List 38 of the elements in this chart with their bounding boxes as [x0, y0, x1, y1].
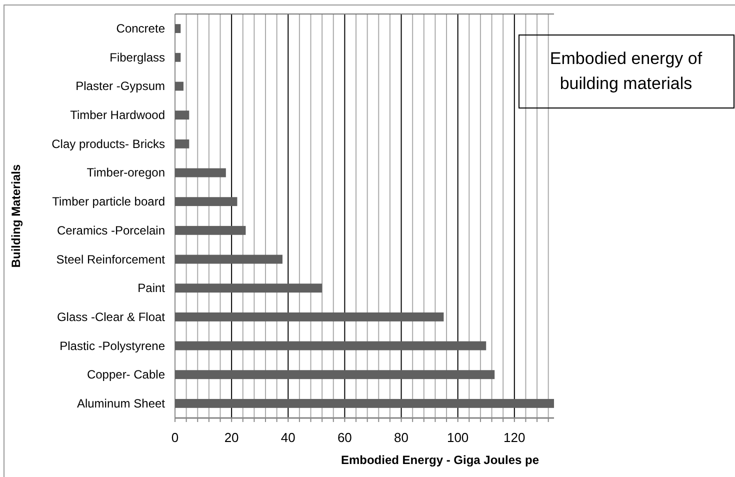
- bar: [175, 110, 190, 120]
- y-tick-label: Clay products- Bricks: [52, 136, 165, 151]
- y-tick-label: Fiberglass: [110, 50, 165, 64]
- y-tick-label: Plastic -Polystyrene: [60, 338, 166, 353]
- bar: [175, 226, 246, 235]
- y-tick-label: Paint: [138, 281, 166, 296]
- y-tick-label: Timber-oregon: [86, 166, 165, 180]
- bar: [175, 52, 181, 62]
- y-tick-label: Timber Hardwood: [70, 108, 165, 122]
- y-tick-label: Plaster -Gypsum: [76, 79, 165, 94]
- bar: [175, 168, 226, 178]
- bar: [175, 139, 190, 148]
- x-tick-label: 20: [224, 430, 239, 445]
- y-tick-label: Timber particle board: [52, 194, 165, 209]
- y-tick-label: Concrete: [116, 22, 166, 36]
- bar: [175, 254, 282, 264]
- y-axis-title: Building Materials: [9, 164, 23, 268]
- text: Embodied energy of building materials: [550, 49, 702, 93]
- x-tick-label: 60: [337, 430, 352, 445]
- y-tick-label: Glass -Clear & Float: [56, 310, 166, 324]
- y-tick-label: Aluminum Sheet: [76, 396, 166, 410]
- y-tick-label: Steel Reinforcement: [56, 252, 166, 266]
- x-axis-title: Embodied Energy - Giga Joules pe: [340, 453, 540, 467]
- bar: [175, 82, 184, 91]
- y-tick-label: Ceramics -Porcelain: [56, 223, 165, 238]
- bar: [175, 312, 444, 322]
- x-tick-label: 120: [504, 430, 526, 445]
- bar: [175, 197, 238, 206]
- x-tick-label: 40: [280, 430, 296, 445]
- bar: [175, 370, 495, 380]
- bar: [175, 398, 554, 408]
- bar: [175, 24, 181, 34]
- bar: [175, 341, 486, 350]
- x-tick-label: 100: [446, 430, 469, 445]
- x-tick-label: 0: [171, 430, 179, 445]
- x-tick-label: 80: [394, 430, 409, 445]
- bar: [175, 284, 322, 293]
- y-tick-label: Copper- Cable: [86, 368, 166, 382]
